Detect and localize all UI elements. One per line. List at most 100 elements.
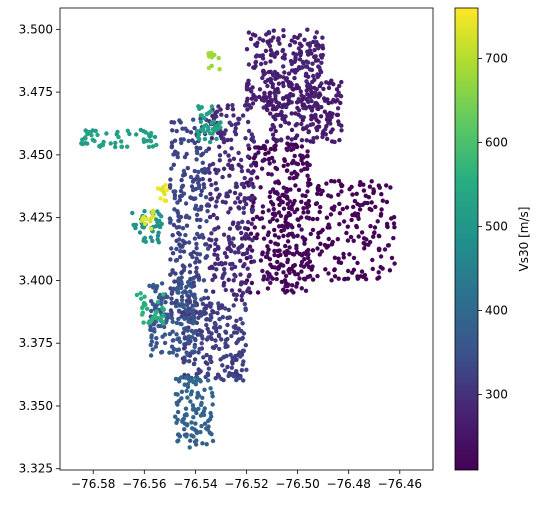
data-point <box>285 101 290 107</box>
data-point <box>195 393 200 398</box>
data-point <box>304 97 310 103</box>
data-point <box>182 382 187 387</box>
data-point <box>209 390 215 396</box>
data-point <box>239 182 244 187</box>
data-point <box>291 290 296 295</box>
data-point <box>281 227 287 233</box>
data-point <box>379 207 384 212</box>
data-point <box>186 138 191 144</box>
data-point <box>215 310 220 316</box>
data-point <box>239 236 245 241</box>
data-point <box>299 215 304 220</box>
data-point <box>207 417 213 422</box>
data-point <box>273 180 278 185</box>
data-point <box>141 137 146 142</box>
data-point <box>147 134 152 139</box>
data-point <box>276 235 281 240</box>
data-point <box>172 207 177 212</box>
data-point <box>228 248 234 253</box>
data-point <box>268 59 273 64</box>
data-point <box>161 292 166 297</box>
data-point <box>201 278 207 283</box>
data-point <box>281 287 286 292</box>
data-point <box>315 72 320 77</box>
data-point <box>206 366 212 371</box>
data-point <box>180 263 185 268</box>
data-point <box>220 363 225 368</box>
data-point <box>186 341 192 346</box>
data-point <box>179 140 184 146</box>
data-point <box>231 156 237 161</box>
data-point <box>272 252 277 258</box>
data-point <box>303 201 309 206</box>
data-point <box>289 127 295 133</box>
data-point <box>188 174 194 180</box>
data-point <box>250 238 255 243</box>
data-point <box>246 196 251 201</box>
colorbar-tick-label: 600 <box>485 135 508 149</box>
data-point <box>240 219 245 224</box>
data-point <box>133 225 138 231</box>
data-point <box>283 273 289 279</box>
data-point <box>167 331 172 337</box>
data-point <box>334 87 340 92</box>
data-point <box>197 259 202 264</box>
data-point <box>247 272 252 278</box>
data-point <box>268 127 274 132</box>
data-point <box>289 231 295 236</box>
data-point <box>210 345 216 350</box>
y-tick-label: 3.325 <box>19 462 53 476</box>
data-point <box>289 266 294 272</box>
data-point <box>201 309 207 314</box>
data-point <box>182 336 187 341</box>
data-point <box>183 232 188 238</box>
data-point <box>288 91 293 97</box>
data-point <box>196 207 201 212</box>
data-point <box>196 350 201 355</box>
data-point <box>154 142 159 148</box>
data-point <box>153 344 158 349</box>
data-point <box>172 138 178 143</box>
data-point <box>212 252 217 257</box>
colorbar-tick-label: 400 <box>485 303 508 317</box>
data-point <box>206 330 212 335</box>
data-point <box>284 188 289 194</box>
data-point <box>203 255 209 260</box>
data-point <box>113 140 118 146</box>
data-point <box>375 219 380 224</box>
data-point <box>201 355 206 360</box>
data-point <box>288 187 293 192</box>
data-point <box>312 35 318 40</box>
data-point <box>296 108 302 113</box>
data-point <box>266 171 271 177</box>
data-point <box>202 115 207 121</box>
data-point <box>279 279 284 285</box>
data-point <box>274 50 280 55</box>
data-point <box>245 247 250 252</box>
data-point <box>213 226 218 232</box>
data-point <box>306 252 311 257</box>
data-point <box>217 153 223 158</box>
data-point <box>293 161 299 166</box>
data-point <box>313 114 318 120</box>
data-point <box>298 89 303 94</box>
data-point <box>202 136 208 142</box>
data-point <box>213 204 218 209</box>
y-tick-label: 3.475 <box>19 85 53 99</box>
data-point <box>192 349 197 355</box>
data-point <box>191 330 196 336</box>
data-point <box>233 122 238 127</box>
data-point <box>170 269 175 275</box>
data-point <box>281 206 287 211</box>
data-point <box>249 163 254 168</box>
data-point <box>193 260 198 265</box>
data-point <box>208 191 213 197</box>
data-point <box>272 233 278 238</box>
data-point <box>289 137 294 142</box>
data-point <box>363 193 368 198</box>
data-point <box>190 308 195 313</box>
data-point <box>223 287 228 293</box>
data-point <box>189 420 194 425</box>
data-point <box>169 296 174 301</box>
data-point <box>296 187 302 193</box>
